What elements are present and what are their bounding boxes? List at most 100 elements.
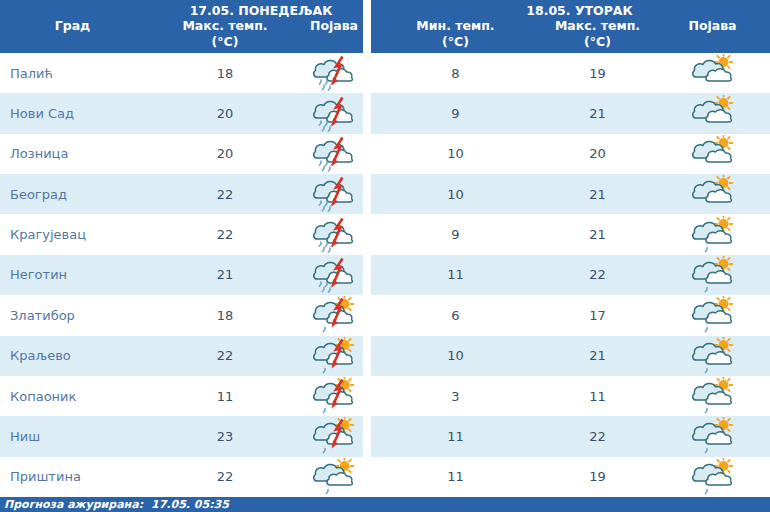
table-row: Златибор 18 6 17 [0, 295, 770, 335]
raindrop-icon [326, 489, 328, 493]
monday-max-temp: 22 [145, 336, 305, 376]
tuesday-min-temp: 3 [371, 376, 540, 416]
raindrop-icon [328, 288, 330, 292]
column-header-monday-pojava: Појава [305, 17, 363, 53]
column-header-tuesday-pojava: Појава [655, 17, 770, 53]
table-header: 17.05. ПОНЕДЕЉАК 18.05. УТОРАК Град Макс… [0, 0, 770, 53]
column-header-tuesday-min: Мин. темп. (°C) [371, 17, 540, 53]
city-name: Палић [0, 53, 145, 93]
section-divider [363, 17, 371, 53]
section-divider [363, 416, 371, 456]
tuesday-min-temp: 10 [371, 336, 540, 376]
monday-max-temp: 20 [145, 134, 305, 174]
raindrop-icon [328, 127, 330, 131]
raindrop-icon [323, 368, 325, 372]
section-divider [363, 0, 371, 17]
raindrop-icon [323, 449, 325, 453]
updated-label: Прогноза ажурирана: [4, 498, 143, 511]
city-name: Краљево [0, 336, 145, 376]
tuesday-weather-icon [655, 416, 770, 456]
tuesday-max-temp: 21 [540, 93, 655, 133]
monday-weather-icon [305, 93, 363, 133]
city-name: Копаоник [0, 376, 145, 416]
monday-max-temp: 22 [145, 174, 305, 214]
tuesday-max-temp: 21 [540, 174, 655, 214]
tuesday-weather-icon [655, 255, 770, 295]
raindrop-icon [705, 368, 707, 372]
city-name: Београд [0, 174, 145, 214]
section-divider [363, 93, 371, 133]
tuesday-min-temp: 11 [371, 416, 540, 456]
section-divider [363, 336, 371, 376]
tuesday-weather-icon [655, 53, 770, 93]
raindrop-icon [322, 126, 324, 130]
tuesday-weather-icon [655, 376, 770, 416]
raindrop-icon [328, 248, 330, 252]
city-name: Лозница [0, 134, 145, 174]
raindrop-icon [322, 166, 324, 170]
tuesday-date-title: 18.05. УТОРАК [371, 0, 770, 17]
monday-weather-icon [305, 376, 363, 416]
monday-max-temp: 20 [145, 93, 305, 133]
monday-max-temp: 22 [145, 457, 305, 497]
tuesday-min-temp: 11 [371, 457, 540, 497]
tuesday-max-temp: 21 [540, 214, 655, 254]
monday-weather-icon [305, 134, 363, 174]
tuesday-min-temp: 9 [371, 93, 540, 133]
monday-max-temp: 18 [145, 295, 305, 335]
table-row: Нови Сад 20 9 21 [0, 93, 770, 133]
monday-weather-icon [305, 416, 363, 456]
table-row: Копаоник 11 3 11 [0, 376, 770, 416]
tuesday-max-temp: 11 [540, 376, 655, 416]
raindrop-icon [323, 328, 325, 332]
monday-weather-icon [305, 214, 363, 254]
table-row: Неготин 21 11 22 [0, 255, 770, 295]
tuesday-min-temp: 9 [371, 214, 540, 254]
raindrop-icon [322, 287, 324, 291]
updated-timestamp: 17.05. 05:35 [151, 498, 229, 511]
section-divider [363, 53, 371, 93]
table-row: Палић 18 8 19 [0, 53, 770, 93]
tuesday-max-temp: 17 [540, 295, 655, 335]
raindrop-icon [323, 409, 325, 413]
raindrop-icon [705, 449, 707, 453]
monday-weather-icon [305, 255, 363, 295]
tuesday-min-temp: 11 [371, 255, 540, 295]
raindrop-icon [325, 161, 327, 165]
section-divider [363, 295, 371, 335]
section-divider [363, 457, 371, 497]
city-name: Ниш [0, 416, 145, 456]
raindrop-icon [325, 121, 327, 125]
monday-weather-icon [305, 53, 363, 93]
raindrop-icon [325, 81, 327, 85]
city-name: Приштина [0, 457, 145, 497]
tuesday-max-temp: 20 [540, 134, 655, 174]
monday-max-temp: 23 [145, 416, 305, 456]
tuesday-weather-icon [655, 214, 770, 254]
city-name: Крагујевац [0, 214, 145, 254]
raindrop-icon [705, 247, 707, 251]
tuesday-weather-icon [655, 457, 770, 497]
section-divider [363, 214, 371, 254]
column-header-city: Град [0, 17, 145, 53]
monday-max-label: Макс. темп. [145, 18, 305, 34]
tuesday-min-temp: 10 [371, 174, 540, 214]
tuesday-weather-icon [655, 93, 770, 133]
raindrop-icon [319, 282, 321, 286]
table-body: Палић 18 8 19 Нови Сад 20 9 21 Лозница 2… [0, 53, 770, 497]
tuesday-weather-icon [655, 174, 770, 214]
weather-forecast-table: 17.05. ПОНЕДЕЉАК 18.05. УТОРАК Град Макс… [0, 0, 770, 512]
raindrop-icon [319, 80, 321, 84]
raindrop-icon [319, 121, 321, 125]
raindrop-icon [328, 207, 330, 211]
tuesday-max-temp: 19 [540, 457, 655, 497]
monday-max-unit: (°C) [145, 34, 305, 50]
monday-weather-icon [305, 295, 363, 335]
table-row: Приштина 22 11 19 [0, 457, 770, 497]
monday-max-temp: 21 [145, 255, 305, 295]
monday-date-title: 17.05. ПОНЕДЕЉАК [145, 0, 363, 17]
city-name: Нови Сад [0, 93, 145, 133]
raindrop-icon [322, 86, 324, 90]
table-row: Лозница 20 10 20 [0, 134, 770, 174]
raindrop-icon [328, 86, 330, 90]
